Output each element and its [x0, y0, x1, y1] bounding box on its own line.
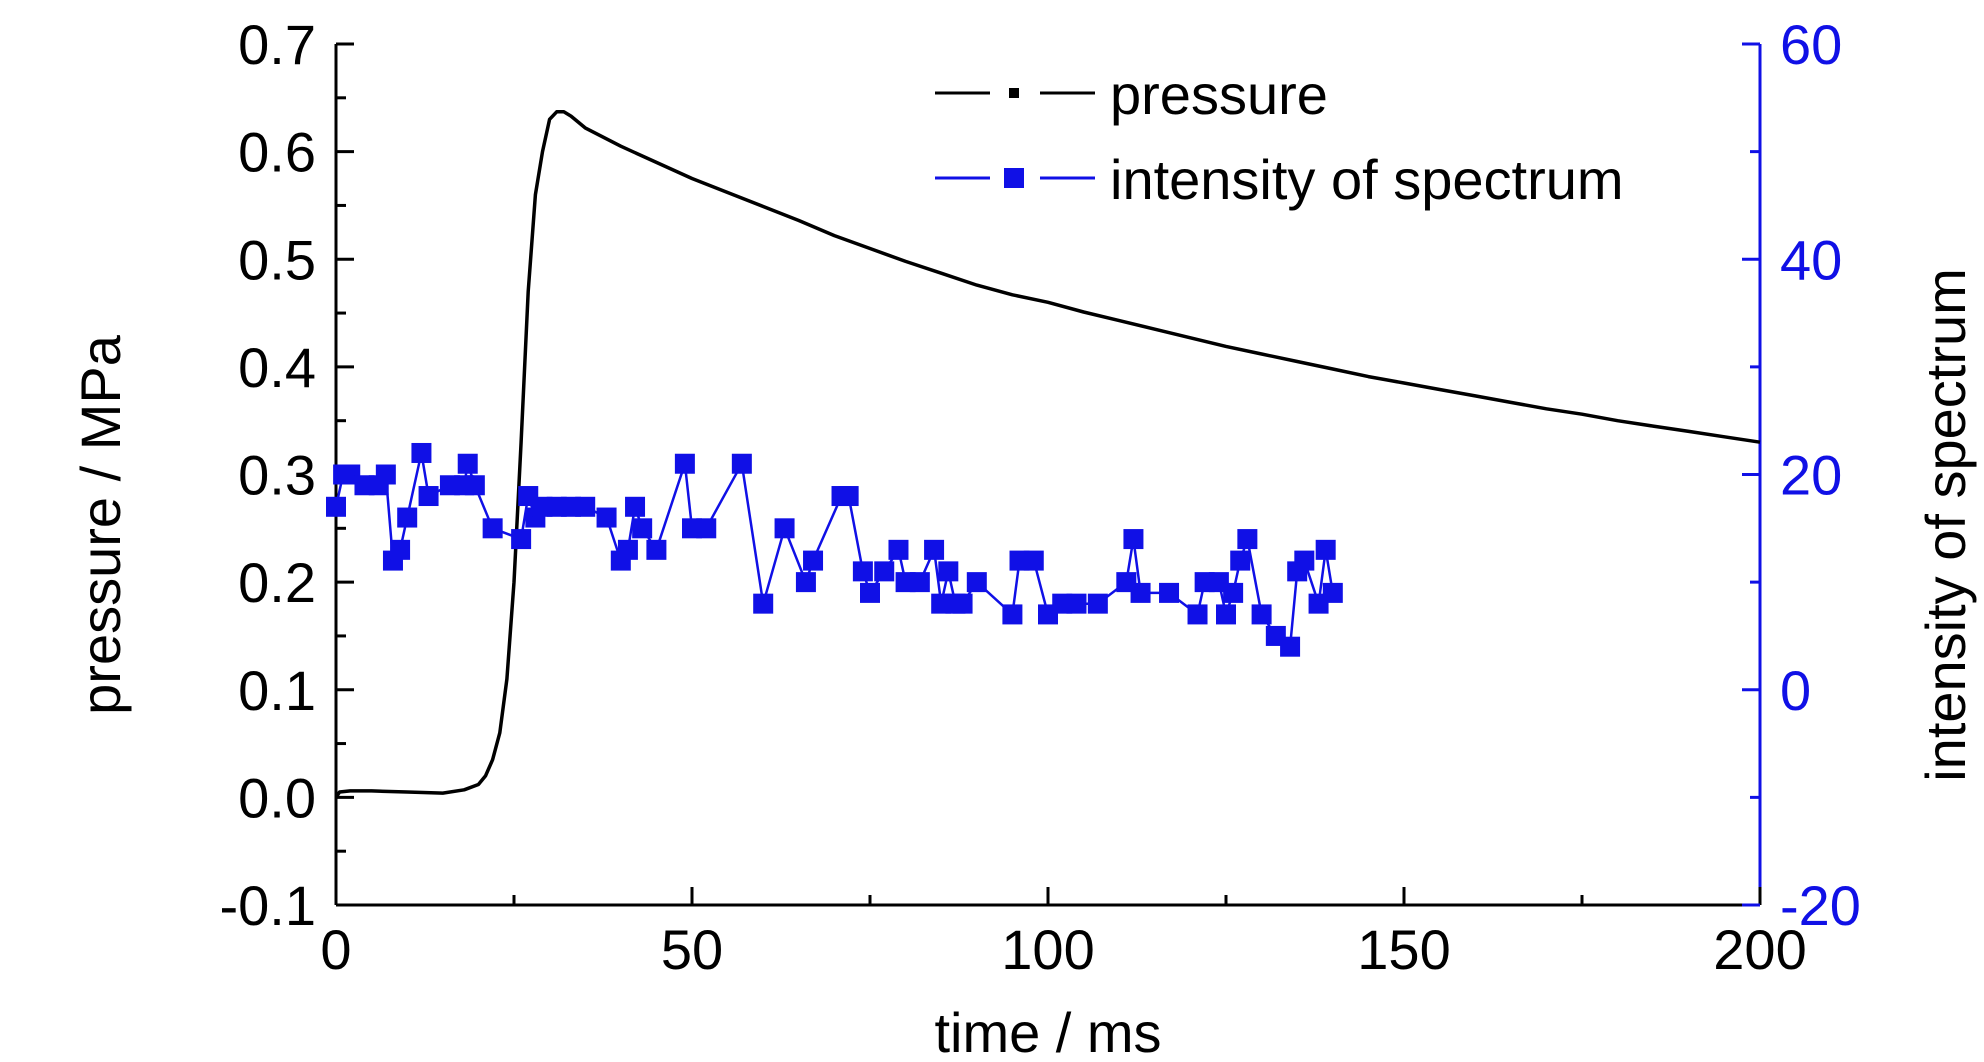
intensity-data-point	[511, 529, 532, 550]
y-right-tick-label: 40	[1780, 228, 1842, 291]
tick-labels: 0 50 100 150 200-0.10.00.10.20.30.40.50.60.7…	[220, 13, 1861, 981]
intensity-data-point	[1002, 604, 1023, 625]
legend-item-pressure: pressure	[935, 63, 1328, 126]
y-right-tick-label: 0	[1780, 659, 1811, 722]
intensity-data-point	[1230, 550, 1251, 571]
intensity-data-point	[1315, 539, 1336, 560]
intensity-data-point	[924, 539, 945, 560]
intensity-data-point	[617, 539, 638, 560]
pressure-series-line	[334, 110, 1761, 799]
intensity-data-point	[1023, 550, 1044, 571]
intensity-data-point	[674, 453, 695, 474]
intensity-data-point	[457, 453, 478, 474]
intensity-data-point	[1223, 582, 1244, 603]
y-left-tick-label: 0.4	[238, 336, 316, 399]
y-left-tick-label: -0.1	[220, 874, 317, 937]
intensity-data-point	[596, 507, 617, 528]
intensity-data-point	[1237, 529, 1258, 550]
intensity-data-point	[1216, 604, 1236, 625]
intensity-data-point	[938, 561, 959, 582]
legend-marker-pressure	[1009, 88, 1019, 98]
intensity-data-point	[575, 496, 596, 517]
intensity-data-point	[1066, 593, 1087, 614]
x-tick-label: 150	[1357, 918, 1450, 981]
intensity-data-point	[390, 539, 411, 560]
legend-label-pressure: pressure	[1110, 63, 1328, 126]
legend-item-intensity: intensity of spectrum	[935, 148, 1624, 211]
intensity-data-point	[952, 593, 973, 614]
intensity-data-point	[1251, 604, 1272, 625]
intensity-data-point	[774, 518, 795, 539]
intensity-data-point	[909, 572, 930, 593]
intensity-data-point	[1087, 593, 1108, 614]
intensity-data-point	[1322, 582, 1343, 603]
intensity-data-point	[838, 486, 859, 507]
intensity-data-point	[625, 496, 646, 517]
intensity-data-point	[852, 561, 873, 582]
x-tick-label: 100	[1001, 918, 1094, 981]
series-layer	[326, 110, 1761, 799]
intensity-data-point	[326, 496, 346, 517]
intensity-data-point	[1187, 604, 1208, 625]
intensity-data-point	[803, 550, 824, 571]
legend-label-intensity: intensity of spectrum	[1110, 148, 1624, 211]
intensity-data-point	[418, 486, 439, 507]
legend: pressure intensity of spectrum	[935, 63, 1624, 211]
y-left-tick-label: 0.3	[238, 444, 316, 507]
intensity-data-point	[397, 507, 418, 528]
intensity-data-point	[874, 561, 895, 582]
intensity-data-point	[1294, 550, 1315, 571]
intensity-data-point	[1280, 636, 1301, 657]
y-left-tick-label: 0.5	[238, 228, 316, 291]
intensity-data-point	[375, 464, 396, 485]
y-left-tick-label: 0.6	[238, 121, 316, 184]
y-left-tick-label: 0.2	[238, 551, 316, 614]
axis-ticks	[334, 42, 1762, 907]
y-left-tick-label: 0.0	[238, 766, 316, 829]
y-axis-right-title: intensity of spectrum	[1914, 268, 1977, 782]
intensity-data-point	[860, 582, 880, 603]
intensity-data-point	[966, 572, 987, 593]
intensity-data-point	[646, 539, 667, 560]
x-tick-label: 200	[1713, 918, 1806, 981]
intensity-data-point	[464, 475, 485, 496]
intensity-data-point	[753, 593, 774, 614]
intensity-data-point	[1159, 582, 1180, 603]
intensity-data-point	[795, 572, 816, 593]
intensity-data-point	[632, 518, 653, 539]
intensity-data-point	[731, 453, 752, 474]
intensity-data-point	[696, 518, 717, 539]
intensity-data-point	[888, 539, 909, 560]
y-left-tick-label: 0.1	[238, 659, 316, 722]
intensity-series-line	[334, 451, 1335, 648]
y-right-tick-label: 60	[1780, 13, 1842, 76]
intensity-data-point	[1130, 582, 1151, 603]
intensity-data-point	[1123, 529, 1144, 550]
y-right-tick-label: 20	[1780, 444, 1842, 507]
x-tick-label: 0	[320, 918, 351, 981]
intensity-data-point	[482, 518, 503, 539]
y-axis-left-title: pressure / MPa	[69, 334, 132, 715]
legend-marker-intensity	[1004, 168, 1024, 188]
x-tick-label: 50	[661, 918, 723, 981]
intensity-data-point	[411, 442, 432, 463]
y-left-tick-label: 0.7	[238, 13, 316, 76]
y-right-tick-label: -20	[1780, 874, 1861, 937]
x-axis-title: time / ms	[934, 1001, 1161, 1062]
